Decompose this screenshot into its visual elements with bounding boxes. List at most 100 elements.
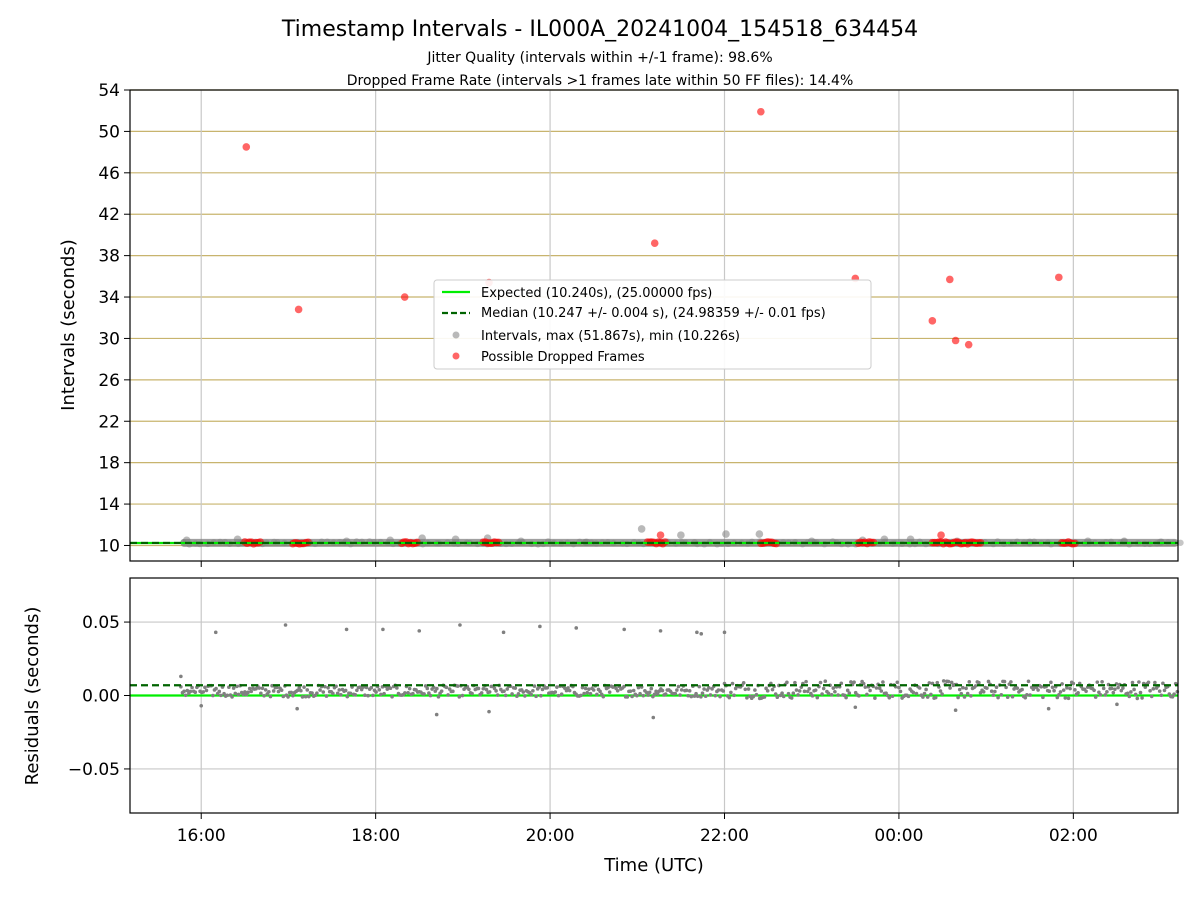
residual-point — [364, 685, 369, 690]
intervals-panel: 10 14 18 22 26 30 34 38 42 46 50 54 — [98, 81, 1184, 567]
residual-point — [699, 695, 703, 699]
residual-point — [1071, 681, 1076, 686]
residual-point — [1111, 690, 1116, 695]
residual-point — [644, 690, 649, 695]
residual-point — [956, 695, 960, 700]
residual-point — [539, 693, 543, 698]
residual-point — [622, 684, 626, 689]
residual-point — [279, 688, 284, 692]
residual-point — [275, 685, 279, 690]
residual-point — [847, 691, 852, 695]
residual-point — [881, 680, 885, 684]
residual-point — [395, 686, 399, 690]
residual-point — [1105, 690, 1109, 694]
intervals-plot-frame — [129, 89, 1179, 562]
residual-point — [366, 693, 370, 698]
residual-point — [751, 694, 756, 699]
dropped-frame-point — [951, 336, 960, 345]
residual-point — [460, 693, 465, 698]
residual-point — [708, 693, 713, 697]
residual-point — [310, 691, 314, 695]
residual-point — [802, 689, 807, 694]
legend: Expected (10.240s), (25.00000 fps) Media… — [433, 279, 872, 370]
residual-point — [953, 708, 958, 712]
residual-point — [559, 692, 564, 697]
residual-point — [606, 685, 610, 690]
residual-point — [257, 686, 262, 690]
residual-point — [1092, 688, 1096, 693]
residual-point — [796, 693, 800, 697]
residual-point — [1100, 679, 1104, 684]
residual-point — [281, 694, 286, 699]
residual-point — [625, 695, 630, 699]
residual-point — [985, 686, 989, 690]
residual-point — [487, 690, 492, 694]
residual-point — [1046, 706, 1051, 711]
residual-point — [967, 680, 972, 684]
residual-point — [652, 692, 657, 697]
residual-point — [949, 680, 954, 685]
residual-point — [233, 691, 238, 696]
residual-point — [254, 686, 258, 691]
residual-point — [1073, 688, 1077, 692]
residual-point — [179, 674, 183, 679]
residual-point — [660, 688, 665, 693]
residual-point — [924, 687, 928, 692]
residual-point — [1026, 679, 1031, 684]
residual-point — [556, 693, 561, 698]
residual-point — [270, 683, 274, 688]
residual-point — [773, 692, 778, 696]
residual-point — [523, 694, 527, 698]
residual-point — [203, 685, 207, 690]
residual-point — [595, 692, 599, 697]
y-tick-label: 26 — [98, 371, 120, 391]
residual-point — [1076, 690, 1080, 695]
residual-point — [1004, 685, 1008, 690]
residual-point — [183, 693, 188, 698]
residual-point — [1148, 688, 1152, 693]
residual-point — [957, 687, 962, 692]
residual-point — [873, 696, 877, 700]
residual-point — [231, 686, 236, 690]
residual-point — [484, 687, 489, 692]
residual-point — [263, 688, 268, 692]
dropped-frame-point — [400, 293, 409, 301]
residual-point — [929, 692, 933, 697]
residual-point — [1031, 687, 1036, 691]
residual-point — [538, 624, 542, 629]
residual-point — [579, 693, 583, 698]
residual-point — [1023, 696, 1028, 700]
y-tick-label: 10 — [98, 536, 120, 556]
residual-point — [476, 686, 481, 691]
residual-point — [1125, 691, 1130, 696]
residual-point — [922, 691, 927, 696]
residual-point — [959, 691, 964, 696]
y-tick-label: 0.00 — [82, 687, 120, 707]
residual-point — [941, 679, 946, 683]
legend-swatch-intervals — [452, 331, 460, 339]
residual-point — [199, 703, 204, 708]
residual-point — [820, 692, 824, 696]
residual-point — [831, 686, 836, 690]
y-tick-label: 46 — [98, 164, 120, 184]
residual-point — [567, 688, 572, 693]
residual-point — [1140, 696, 1144, 700]
residual-point — [217, 689, 222, 694]
residual-point — [729, 690, 733, 695]
residuals-plot-frame — [129, 577, 1179, 814]
residual-point — [259, 691, 263, 696]
residual-point — [553, 690, 558, 694]
residual-point — [1162, 688, 1167, 693]
residual-point — [1002, 679, 1007, 684]
y-tick-label: 50 — [98, 122, 120, 142]
legend-label-dropped: Possible Dropped Frames — [481, 350, 645, 365]
residual-point — [863, 685, 868, 689]
residual-point — [1132, 687, 1136, 692]
residual-point — [775, 695, 780, 700]
y-tick-label: 0.05 — [82, 613, 120, 633]
residual-point — [868, 688, 872, 693]
residual-point — [214, 686, 218, 691]
residual-point — [689, 694, 694, 699]
residual-point — [193, 690, 198, 695]
residual-point — [695, 630, 699, 635]
